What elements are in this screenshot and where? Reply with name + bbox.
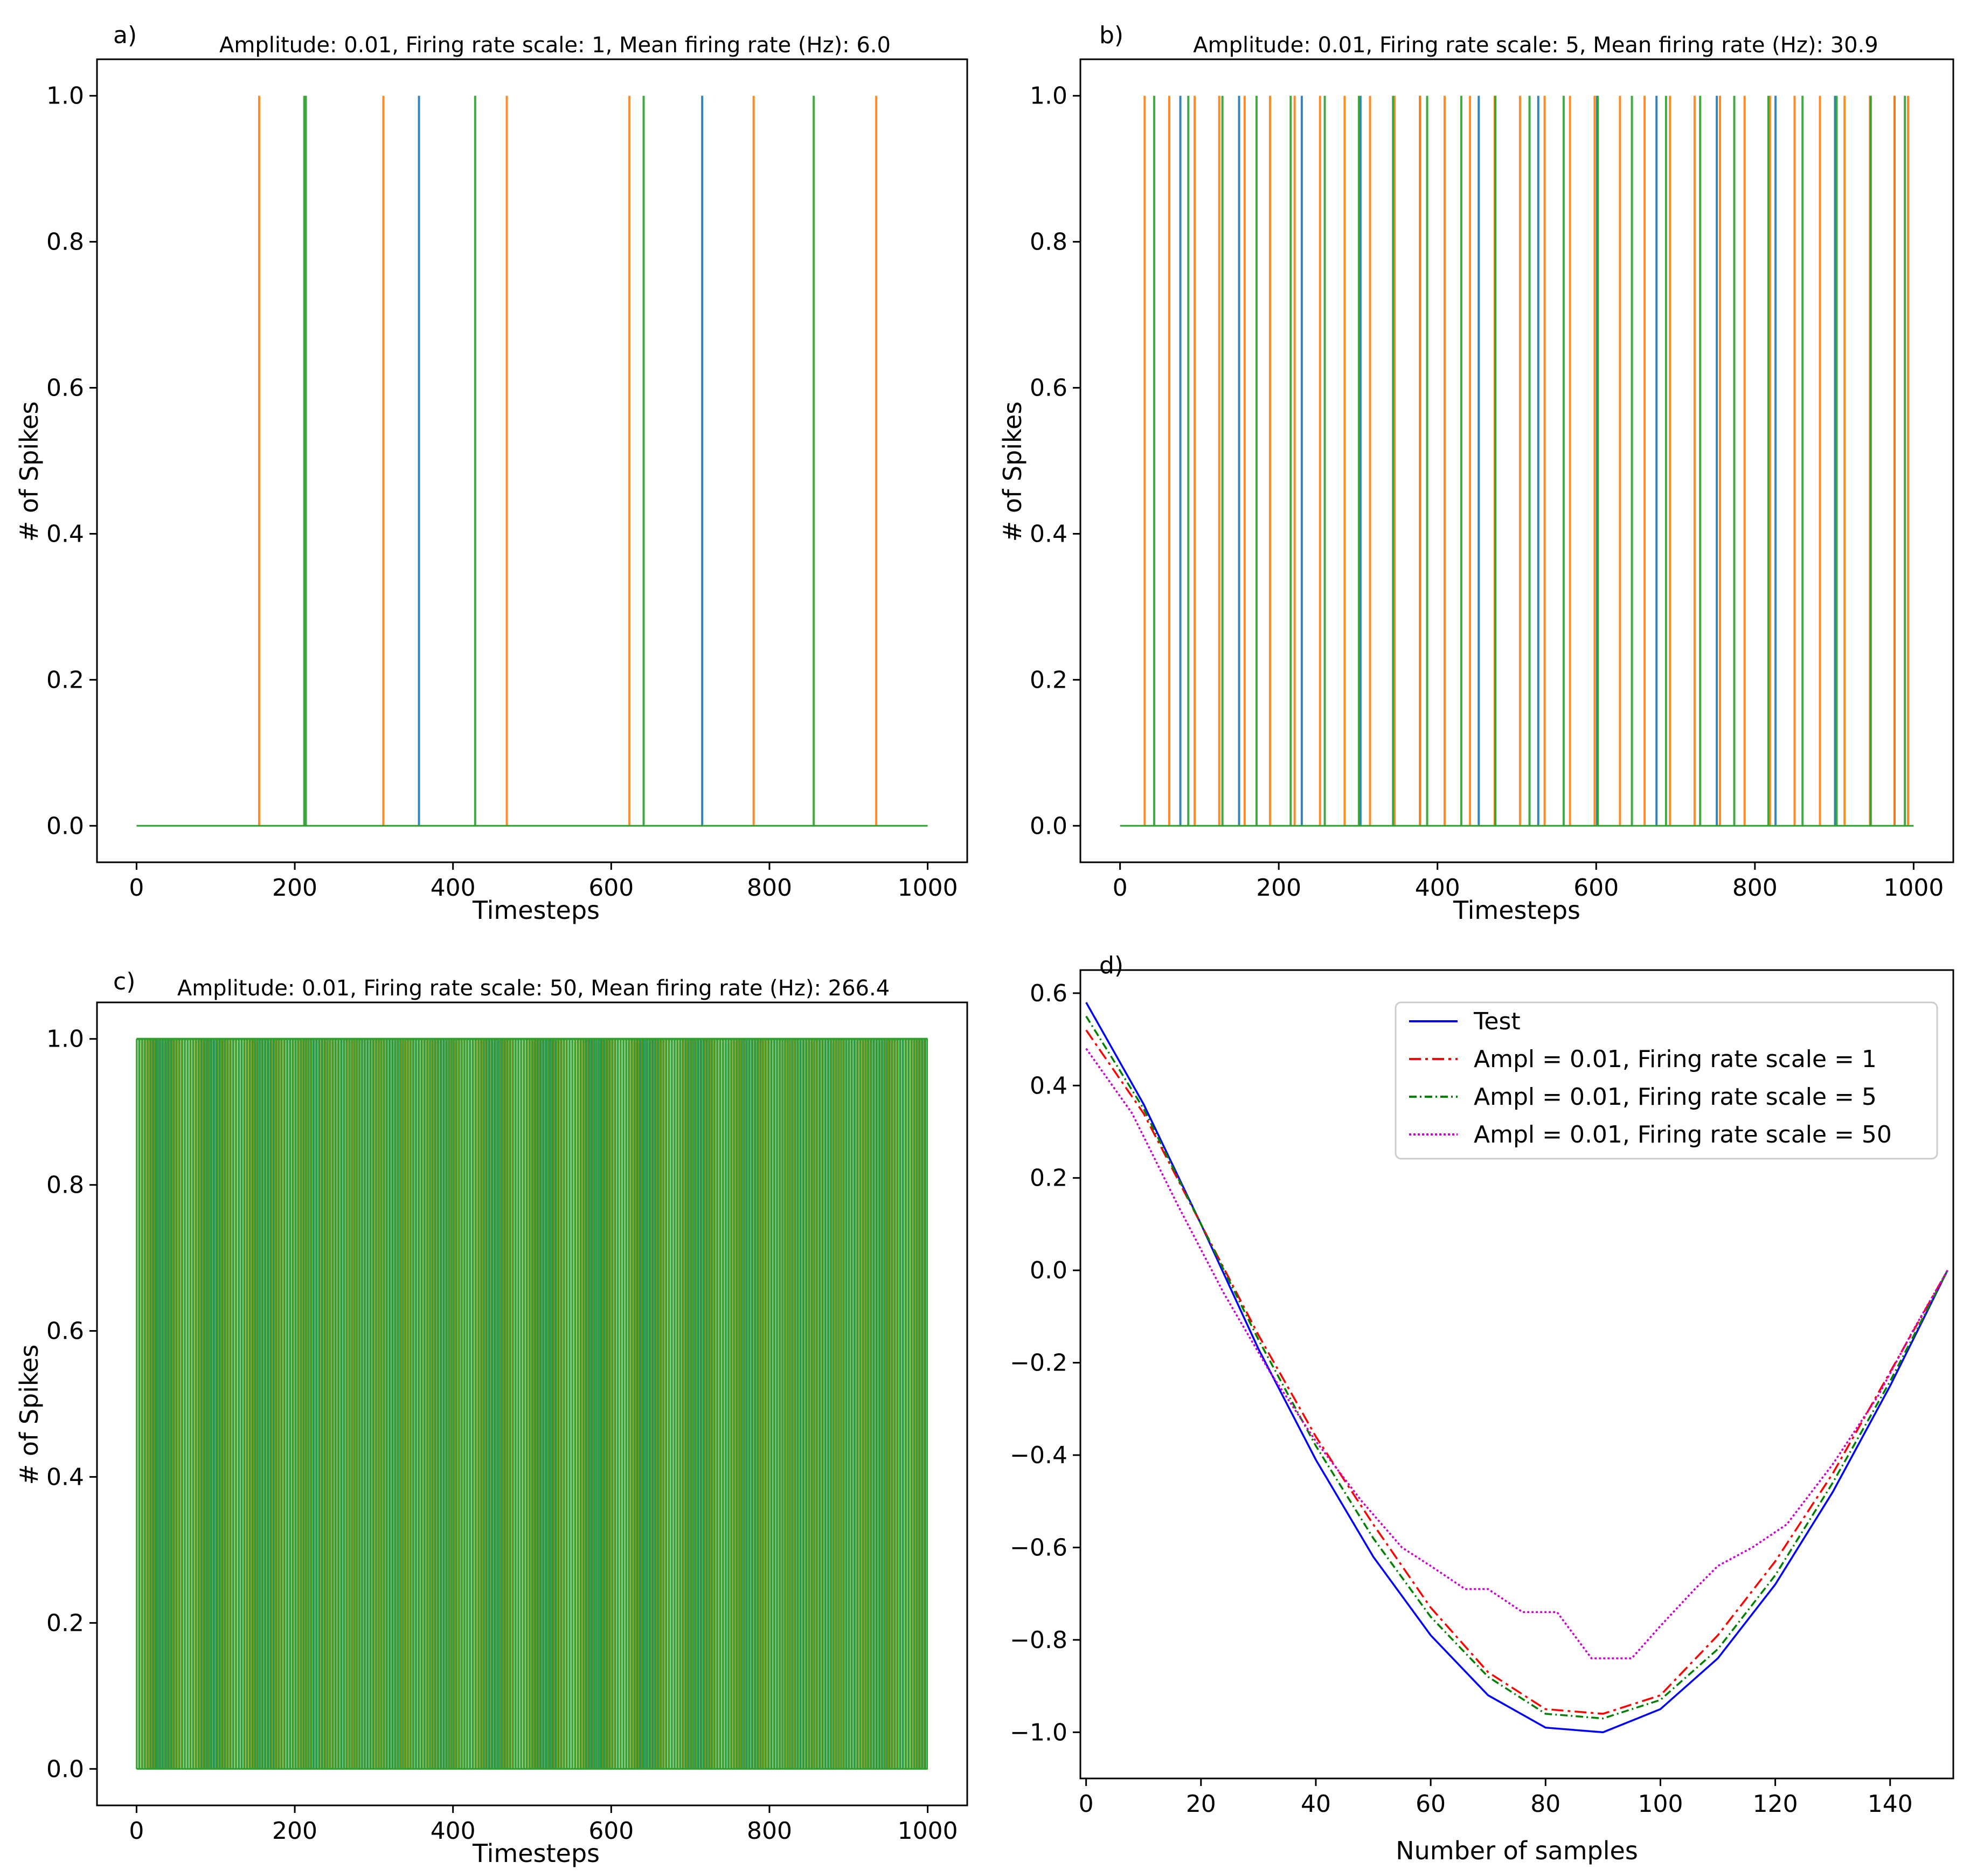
panel-b-title: Amplitude: 0.01, Firing rate scale: 5, M… [1193,33,1878,58]
x-tick-label: 800 [747,874,792,902]
y-tick-label: 0.4 [1030,1072,1067,1099]
x-tick-label: 600 [588,874,634,902]
panel-a-xlabel: Timesteps [472,896,600,925]
plot-area [136,95,928,827]
y-tick-label: −0.4 [1010,1442,1067,1469]
x-tick-label: 400 [1415,874,1460,902]
panel-d: d) Number of samples 0 20 40 60 80 100 120 140 0… [1010,952,1954,1865]
y-tick-label: 0.8 [46,229,84,256]
x-tick-label: 80 [1530,1790,1560,1818]
x-tick-label: 0 [1113,874,1128,902]
panel-a: a) Amplitude: 0.01, Firing rate scale: 1… [15,22,968,925]
x-tick-label: 0 [129,874,144,902]
y-tick-label: 0.2 [46,1609,84,1637]
x-tick-label: 20 [1186,1790,1216,1818]
x-tick-label: 120 [1753,1790,1798,1818]
plot-area [136,1037,928,1770]
y-tick-label: −0.6 [1010,1534,1067,1561]
y-tick-label: 1.0 [46,82,84,110]
x-tick-label: 0 [1079,1790,1094,1818]
y-tick-label: 0.6 [46,1318,84,1345]
panel-c-label: c) [113,968,135,995]
x-tick-label: 200 [272,1817,317,1845]
y-tick-label: −0.2 [1010,1349,1067,1377]
y-tick-label: 0.4 [46,520,84,548]
x-tick-label: 1000 [898,874,958,902]
y-tick-label: 0.6 [1030,980,1067,1007]
y-tick-label: 1.0 [1030,82,1067,110]
y-tick-label: 0.2 [1030,1165,1067,1192]
legend-entry-scale-50: Ampl = 0.01, Firing rate scale = 50 [1474,1121,1892,1148]
x-tick-label: 200 [272,874,317,902]
panel-c-ylabel: # of Spikes [15,1345,44,1485]
x-tick-label: 140 [1868,1790,1913,1818]
y-tick-label: 0.8 [1030,229,1067,256]
y-tick-label: 0.8 [46,1172,84,1199]
legend-frame [1395,1001,1938,1160]
x-tick-label: 0 [129,1817,144,1845]
plot-frame [1079,58,1954,863]
panel-b: b) Amplitude: 0.01, Firing rate scale: 5… [998,22,1954,925]
x-tick-label: 1000 [1883,874,1944,902]
plot-frame [96,58,968,863]
legend-entry-scale-5: Ampl = 0.01, Firing rate scale = 5 [1474,1083,1877,1111]
y-tick-label: −1.0 [1010,1719,1067,1746]
panel-b-ylabel: # of Spikes [998,401,1027,542]
x-tick-label: 600 [1573,874,1619,902]
plot-frame [96,1001,968,1806]
panel-a-title: Amplitude: 0.01, Firing rate scale: 1, M… [219,33,891,58]
series-line-0 [1085,1002,1948,1734]
panel-c: c) Amplitude: 0.01, Firing rate scale: 5… [15,968,968,1868]
panel-a-label: a) [113,22,137,49]
dense-spike-fill [136,1039,928,1769]
plot-frame [1079,969,1954,1780]
y-tick-label: 0.2 [1030,666,1067,694]
panel-b-label: b) [1099,22,1123,49]
x-tick-label: 600 [588,1817,634,1845]
x-tick-label: 400 [431,1817,476,1845]
x-tick-label: 800 [747,1817,792,1845]
panel-d-xlabel: Number of samples [1396,1836,1638,1865]
y-tick-label: 0.4 [1030,520,1067,548]
panel-b-xlabel: Timesteps [1453,896,1580,925]
x-tick-label: 1000 [898,1817,958,1845]
panel-d-label: d) [1099,952,1123,979]
panel-c-title: Amplitude: 0.01, Firing rate scale: 50, … [177,976,890,1001]
y-tick-label: 0.0 [1030,812,1067,840]
y-tick-label: 0.4 [46,1463,84,1491]
plot-area [1085,1002,1948,1734]
x-tick-label: 800 [1732,874,1778,902]
panel-c-xlabel: Timesteps [472,1839,600,1868]
x-tick-label: 40 [1301,1790,1331,1818]
series-line-2 [1085,1015,1948,1720]
y-tick-label: 0.2 [46,666,84,694]
legend-entry-scale-1: Ampl = 0.01, Firing rate scale = 1 [1474,1046,1877,1073]
y-tick-label: 0.0 [46,812,84,840]
series-line-1 [1085,1029,1948,1715]
panel-a-ylabel: # of Spikes [15,401,44,542]
legend-entry-test: Test [1473,1008,1521,1035]
y-tick-label: 0.0 [46,1755,84,1783]
panel-d-legend: Test Ampl = 0.01, Firing rate scale = 1 … [1395,1001,1938,1160]
y-tick-label: 0.6 [1030,375,1067,402]
x-tick-label: 60 [1416,1790,1446,1818]
y-tick-label: 0.6 [46,375,84,402]
y-tick-label: −0.8 [1010,1626,1067,1654]
x-tick-label: 200 [1256,874,1301,902]
x-tick-label: 400 [431,874,476,902]
y-tick-label: 0.0 [1030,1257,1067,1284]
x-tick-label: 100 [1638,1790,1683,1818]
plot-area [1120,95,1914,827]
y-tick-label: 1.0 [46,1026,84,1053]
